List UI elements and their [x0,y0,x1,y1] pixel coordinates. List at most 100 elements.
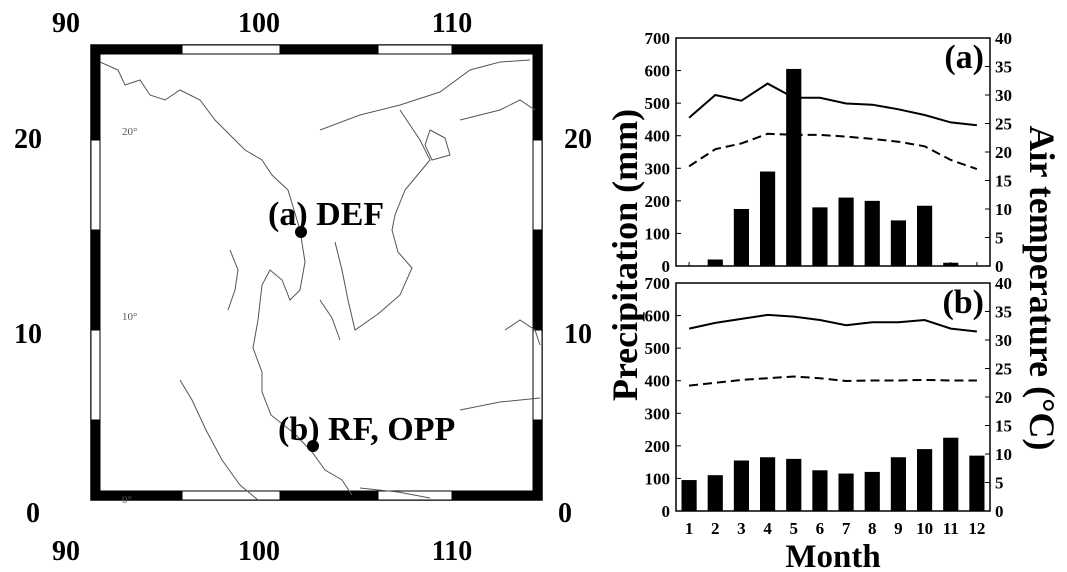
inner-lat-label-10: 10° [122,311,137,323]
temp-max-line [688,313,978,333]
border-segment-top [90,44,183,55]
precip-bar [916,449,933,511]
month-tick-label: 10 [916,519,933,538]
border-segment-top [377,44,453,55]
map-right-tick-10: 10 [564,319,592,350]
border-segment-right [532,44,543,141]
border-segment-top [279,44,379,55]
x-axis-label: Month [785,539,880,572]
precip-bar [733,209,750,266]
border-segment-bottom [451,490,543,501]
precip-bar [890,457,907,511]
left-tick-label: 100 [645,469,671,488]
right-tick-label: 40 [995,29,1012,48]
precip-bar [969,455,985,511]
border-segment-left [90,44,101,141]
site-marker-a [295,226,307,238]
left-tick-label: 400 [645,127,671,146]
left-tick-label: 700 [645,29,671,48]
inner-lat-label-0: 0° [122,494,132,506]
right-tick-label: 15 [995,417,1012,436]
map-bottom-tick-110: 110 [432,536,472,567]
precip-bar [838,473,854,511]
right-tick-label: 40 [995,274,1012,293]
left-tick-label: 600 [645,307,671,326]
plot-frame [675,37,991,267]
month-tick-label: 6 [816,519,825,538]
month-tick-label: 12 [968,519,985,538]
border-segment-right [532,419,543,501]
map-border-scale [90,44,543,501]
precip-bar [759,457,776,511]
map-frame [90,44,543,501]
precip-bar [812,470,828,511]
map-bottom-tick-100: 100 [238,536,280,567]
border-segment-bottom [181,490,281,501]
right-tick-label: 10 [995,445,1012,464]
chart-panel-a: 0 100 200 300 400 500 600 700 0 5 10 15 20 25 30 35 40 (a… [645,29,1013,276]
left-tick-label: 500 [645,94,671,113]
precip-bar [943,437,959,511]
right-tick-label: 30 [995,86,1012,105]
month-tick-label: 9 [894,519,903,538]
right-tick-label: 0 [995,502,1004,521]
left-tick-label: 700 [645,274,671,293]
left-tick-label: 100 [645,224,671,243]
precip-bar [681,480,697,511]
left-tick-label: 300 [645,404,671,423]
map-coastline [99,59,541,501]
map-left-tick-20: 20 [14,124,42,155]
right-tick-label: 30 [995,331,1012,350]
map-left-tick-0: 0 [26,498,40,529]
map-top-tick-100: 100 [238,8,280,39]
left-tick-label: 200 [645,192,671,211]
right-tick-label: 15 [995,172,1012,191]
map-top-tick-90: 90 [52,8,80,39]
month-tick-label: 8 [868,519,877,538]
month-tick-label: 7 [842,519,851,538]
site-marker-b [307,440,319,452]
border-segment-left [90,229,101,331]
precip-bar [733,460,750,511]
month-tick-label: 3 [737,519,746,538]
precip-bar [707,475,723,511]
precip-bar [786,458,802,511]
panel-label: (b) [942,284,984,321]
map-right-tick-0: 0 [558,498,572,529]
border-segment-top [451,44,543,55]
border-segment-right [532,229,543,331]
y-axis-right-label: Air temperature (°C) [1022,126,1062,451]
right-tick-label: 5 [995,229,1004,248]
border-segment-bottom [90,490,183,501]
left-tick-label: 400 [645,372,671,391]
temp-max-line [688,82,978,127]
right-tick-label: 20 [995,143,1012,162]
border-segment-left [90,139,101,231]
site-label-b: (b) RF, OPP [278,411,455,448]
site-label-a: (a) DEF [268,196,384,233]
y-axis-left-label: Precipitation (mm) [605,109,645,401]
right-tick-label: 35 [995,303,1012,322]
right-tick-label: 10 [995,200,1012,219]
right-tick-label: 0 [995,257,1004,276]
precip-bar [864,471,880,511]
left-tick-label: 300 [645,159,671,178]
panel-label: (a) [944,39,984,76]
map-top-tick-110: 110 [432,8,472,39]
left-tick-label: 200 [645,437,671,456]
precip-bar [890,220,907,266]
precip-bar [759,171,776,266]
left-tick-label: 600 [645,62,671,81]
month-tick-label: 2 [711,519,720,538]
temp-min-line [688,132,978,171]
map-site-b: (b) RF, OPP [278,411,455,452]
left-tick-label: 0 [662,257,671,276]
map-bottom-tick-90: 90 [52,536,80,567]
border-segment-right [532,329,543,421]
month-tick-label: 11 [943,519,959,538]
precip-bar [786,68,802,266]
precip-bar [916,205,933,266]
right-tick-label: 20 [995,388,1012,407]
